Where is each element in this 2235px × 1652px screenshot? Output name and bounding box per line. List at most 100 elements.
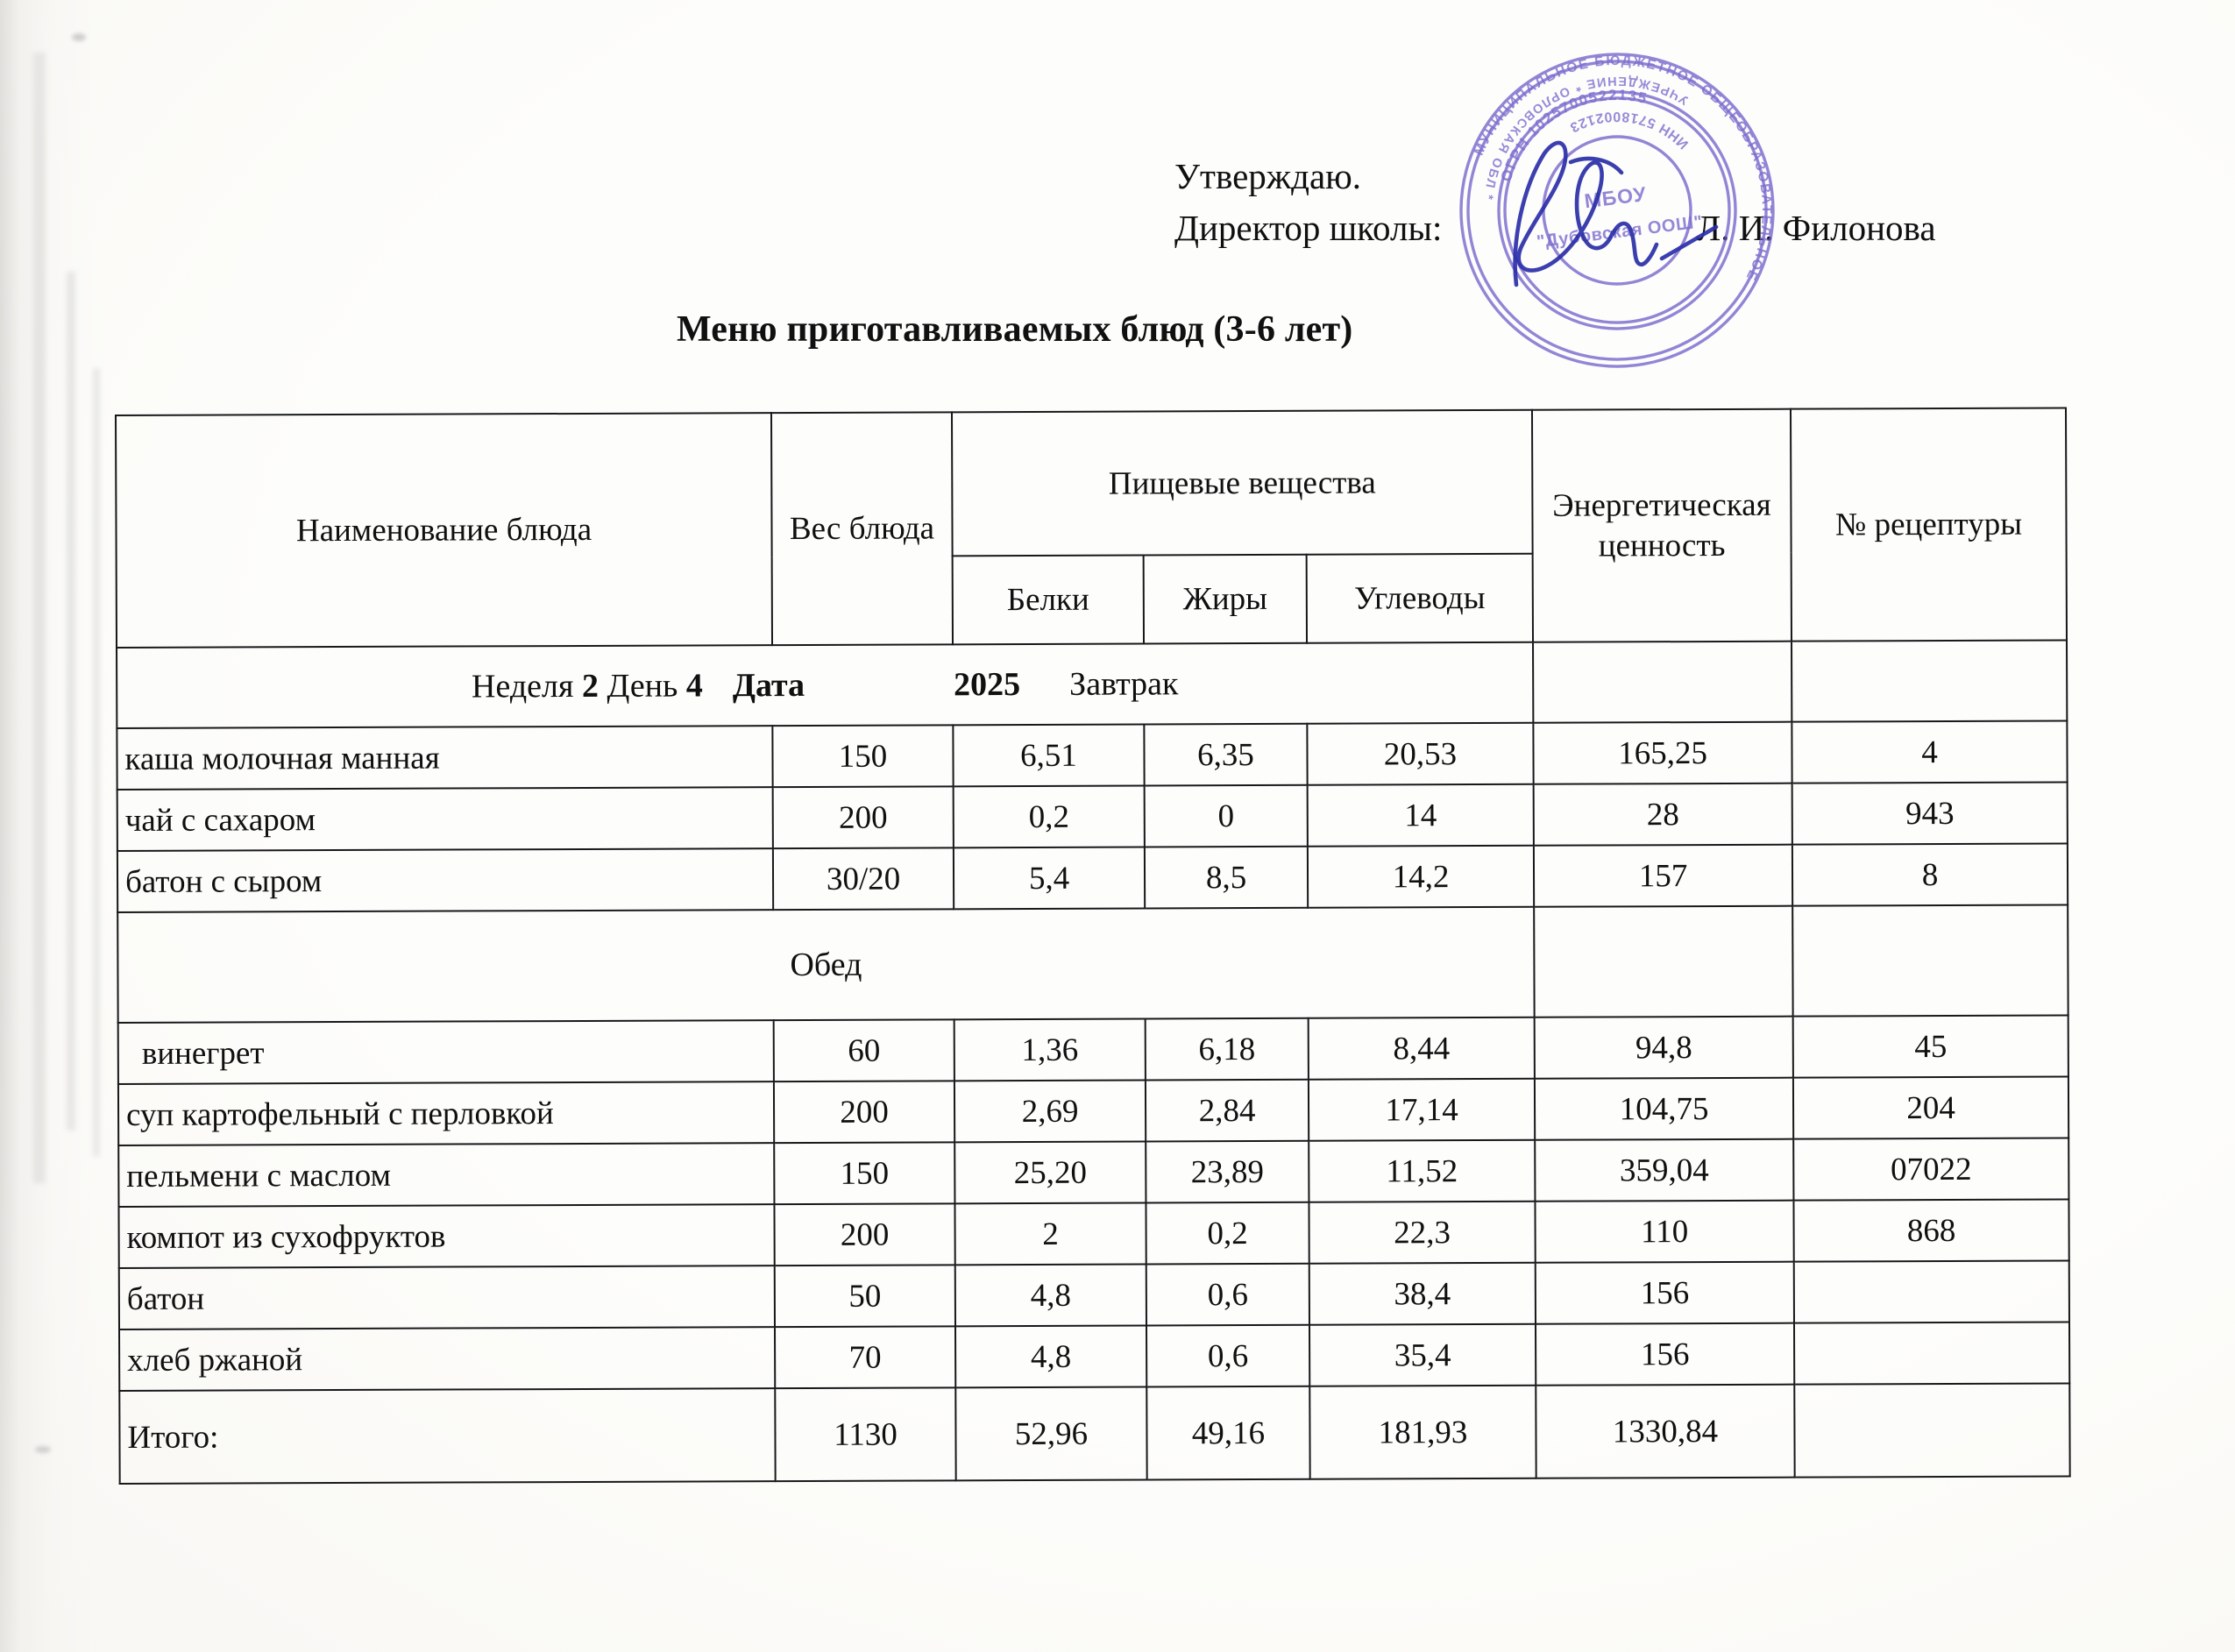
dish-carbs: 38,4 [1309,1262,1536,1325]
dish-fats: 6,35 [1144,723,1308,786]
total-proteins: 52,96 [955,1386,1147,1481]
approve-label: Утверждаю. [1174,156,1362,196]
dish-fats: 2,84 [1145,1079,1309,1142]
dish-fats: 0,6 [1146,1324,1310,1387]
dish-proteins: 4,8 [954,1264,1146,1327]
table-row: батон 50 4,8 0,6 38,4 156 [118,1260,2070,1329]
dish-carbs: 22,3 [1309,1201,1536,1264]
dish-proteins: 25,20 [954,1141,1146,1204]
dish-weight: 150 [772,725,954,788]
dish-recipe: 868 [1793,1199,2069,1262]
director-line: Директор школы: Л. И. Филонова [1174,205,1936,251]
dish-energy: 104,75 [1534,1077,1794,1140]
total-row: Итого: 1130 52,96 49,16 181,93 1330,84 [119,1383,2070,1484]
col-header-energy: Энергетическая ценность [1532,408,1792,642]
week-value: 2 [581,667,599,705]
dish-proteins: 5,4 [953,847,1146,910]
dish-energy: 156 [1536,1322,1795,1386]
lunch-banner-recipe-cell [1792,904,2068,1017]
total-energy: 1330,84 [1536,1384,1795,1478]
dish-energy: 359,04 [1535,1138,1794,1202]
table-row: хлеб ржаной 70 4,8 0,6 35,4 156 [119,1322,2070,1391]
dish-recipe: 4 [1792,720,2068,783]
dish-proteins: 1,36 [954,1018,1146,1081]
dish-carbs: 35,4 [1309,1323,1536,1386]
day-label: День [607,667,678,705]
dish-recipe: 45 [1792,1015,2068,1078]
dish-proteins: 2 [954,1202,1146,1266]
table-row: чай с сахаром 200 0,2 0 14 28 943 [117,782,2068,851]
dish-carbs: 14,2 [1307,845,1535,908]
total-fats: 49,16 [1146,1386,1310,1480]
dish-fats: 23,89 [1146,1140,1309,1203]
dish-recipe [1794,1322,2070,1385]
dish-name: винегрет [117,1020,774,1084]
dish-weight: 200 [772,786,954,849]
table-row: суп картофельный с перловкой 200 2,69 2,… [117,1076,2069,1145]
dish-weight: 50 [774,1265,956,1328]
scan-speck [35,1446,51,1453]
scan-streak [93,368,100,1157]
approval-block: Утверждаю. Директор школы: Л. И. Филонова [1174,153,1936,252]
dish-name: каша молочная манная [117,726,773,790]
dish-recipe: 943 [1792,782,2068,845]
dish-name: чай с сахаром [117,787,773,851]
dish-carbs: 8,44 [1308,1017,1535,1080]
dish-energy: 165,25 [1533,721,1792,784]
dish-name: батон с сыром [117,848,774,912]
col-header-nutrients: Пищевые вещества [951,409,1533,557]
week-label: Неделя [471,667,574,705]
dish-energy: 156 [1535,1261,1795,1324]
dish-energy: 110 [1535,1200,1794,1263]
dish-fats: 0 [1144,784,1308,847]
dish-carbs: 17,14 [1308,1078,1536,1141]
lunch-banner-row: Обед [117,904,2068,1023]
scan-speck [72,33,86,41]
meal-banner-recipe-cell [1792,640,2068,722]
dish-proteins: 4,8 [955,1325,1147,1388]
dish-fats: 0,6 [1146,1263,1309,1326]
scan-streak [33,53,46,1183]
total-carbs: 181,93 [1309,1385,1536,1479]
dish-weight: 200 [774,1203,955,1266]
table-header-row: Наименование блюда Вес блюда Пищевые вещ… [116,408,2068,648]
dish-name: компот из сухофруктов [118,1204,775,1268]
table-row: пельмени с маслом 150 25,20 23,89 11,52 … [118,1138,2069,1207]
dish-recipe [1793,1260,2070,1323]
dish-carbs: 20,53 [1307,722,1534,785]
col-header-carbs: Углеводы [1306,553,1534,643]
date-value: 2025 [954,666,1021,704]
dish-carbs: 14 [1307,783,1534,847]
table-row: каша молочная манная 150 6,51 6,35 20,53… [117,720,2068,790]
director-label: Директор школы: [1174,208,1443,249]
dish-weight: 30/20 [772,847,954,911]
dish-proteins: 6,51 [953,724,1145,787]
dish-weight: 150 [774,1142,955,1205]
dish-name: хлеб ржаной [119,1327,776,1391]
dish-energy: 28 [1533,783,1792,846]
dish-fats: 8,5 [1144,846,1309,909]
page-title: Меню приготавливаемых блюд (3-6 лет) [677,309,1353,350]
meal-banner: Неделя 2 День 4 Дата 2025 Завтрак [117,642,1534,728]
dish-energy: 157 [1533,844,1793,907]
dish-name: батон [118,1266,776,1329]
dish-name: пельмени с маслом [118,1143,775,1207]
col-header-name: Наименование блюда [116,413,773,648]
table-row: компот из сухофруктов 200 2 0,2 22,3 110… [118,1199,2069,1268]
dish-weight: 200 [773,1081,955,1144]
lunch-banner: Обед [117,906,1535,1023]
dish-recipe: 204 [1792,1076,2069,1139]
meal-banner-energy-cell [1533,641,1792,723]
dish-energy: 94,8 [1534,1016,1793,1079]
table-row: батон с сыром 30/20 5,4 8,5 14,2 157 8 [117,843,2068,912]
dish-proteins: 2,69 [954,1080,1146,1143]
dish-proteins: 0,2 [953,785,1145,848]
meal-name: Завтрак [1069,665,1179,703]
date-label: Дата [732,666,805,705]
col-header-weight: Вес блюда [770,412,954,646]
total-label: Итого: [119,1388,776,1484]
dish-carbs: 11,52 [1309,1139,1536,1202]
dish-fats: 0,2 [1146,1202,1309,1265]
scan-streak [67,272,75,1131]
